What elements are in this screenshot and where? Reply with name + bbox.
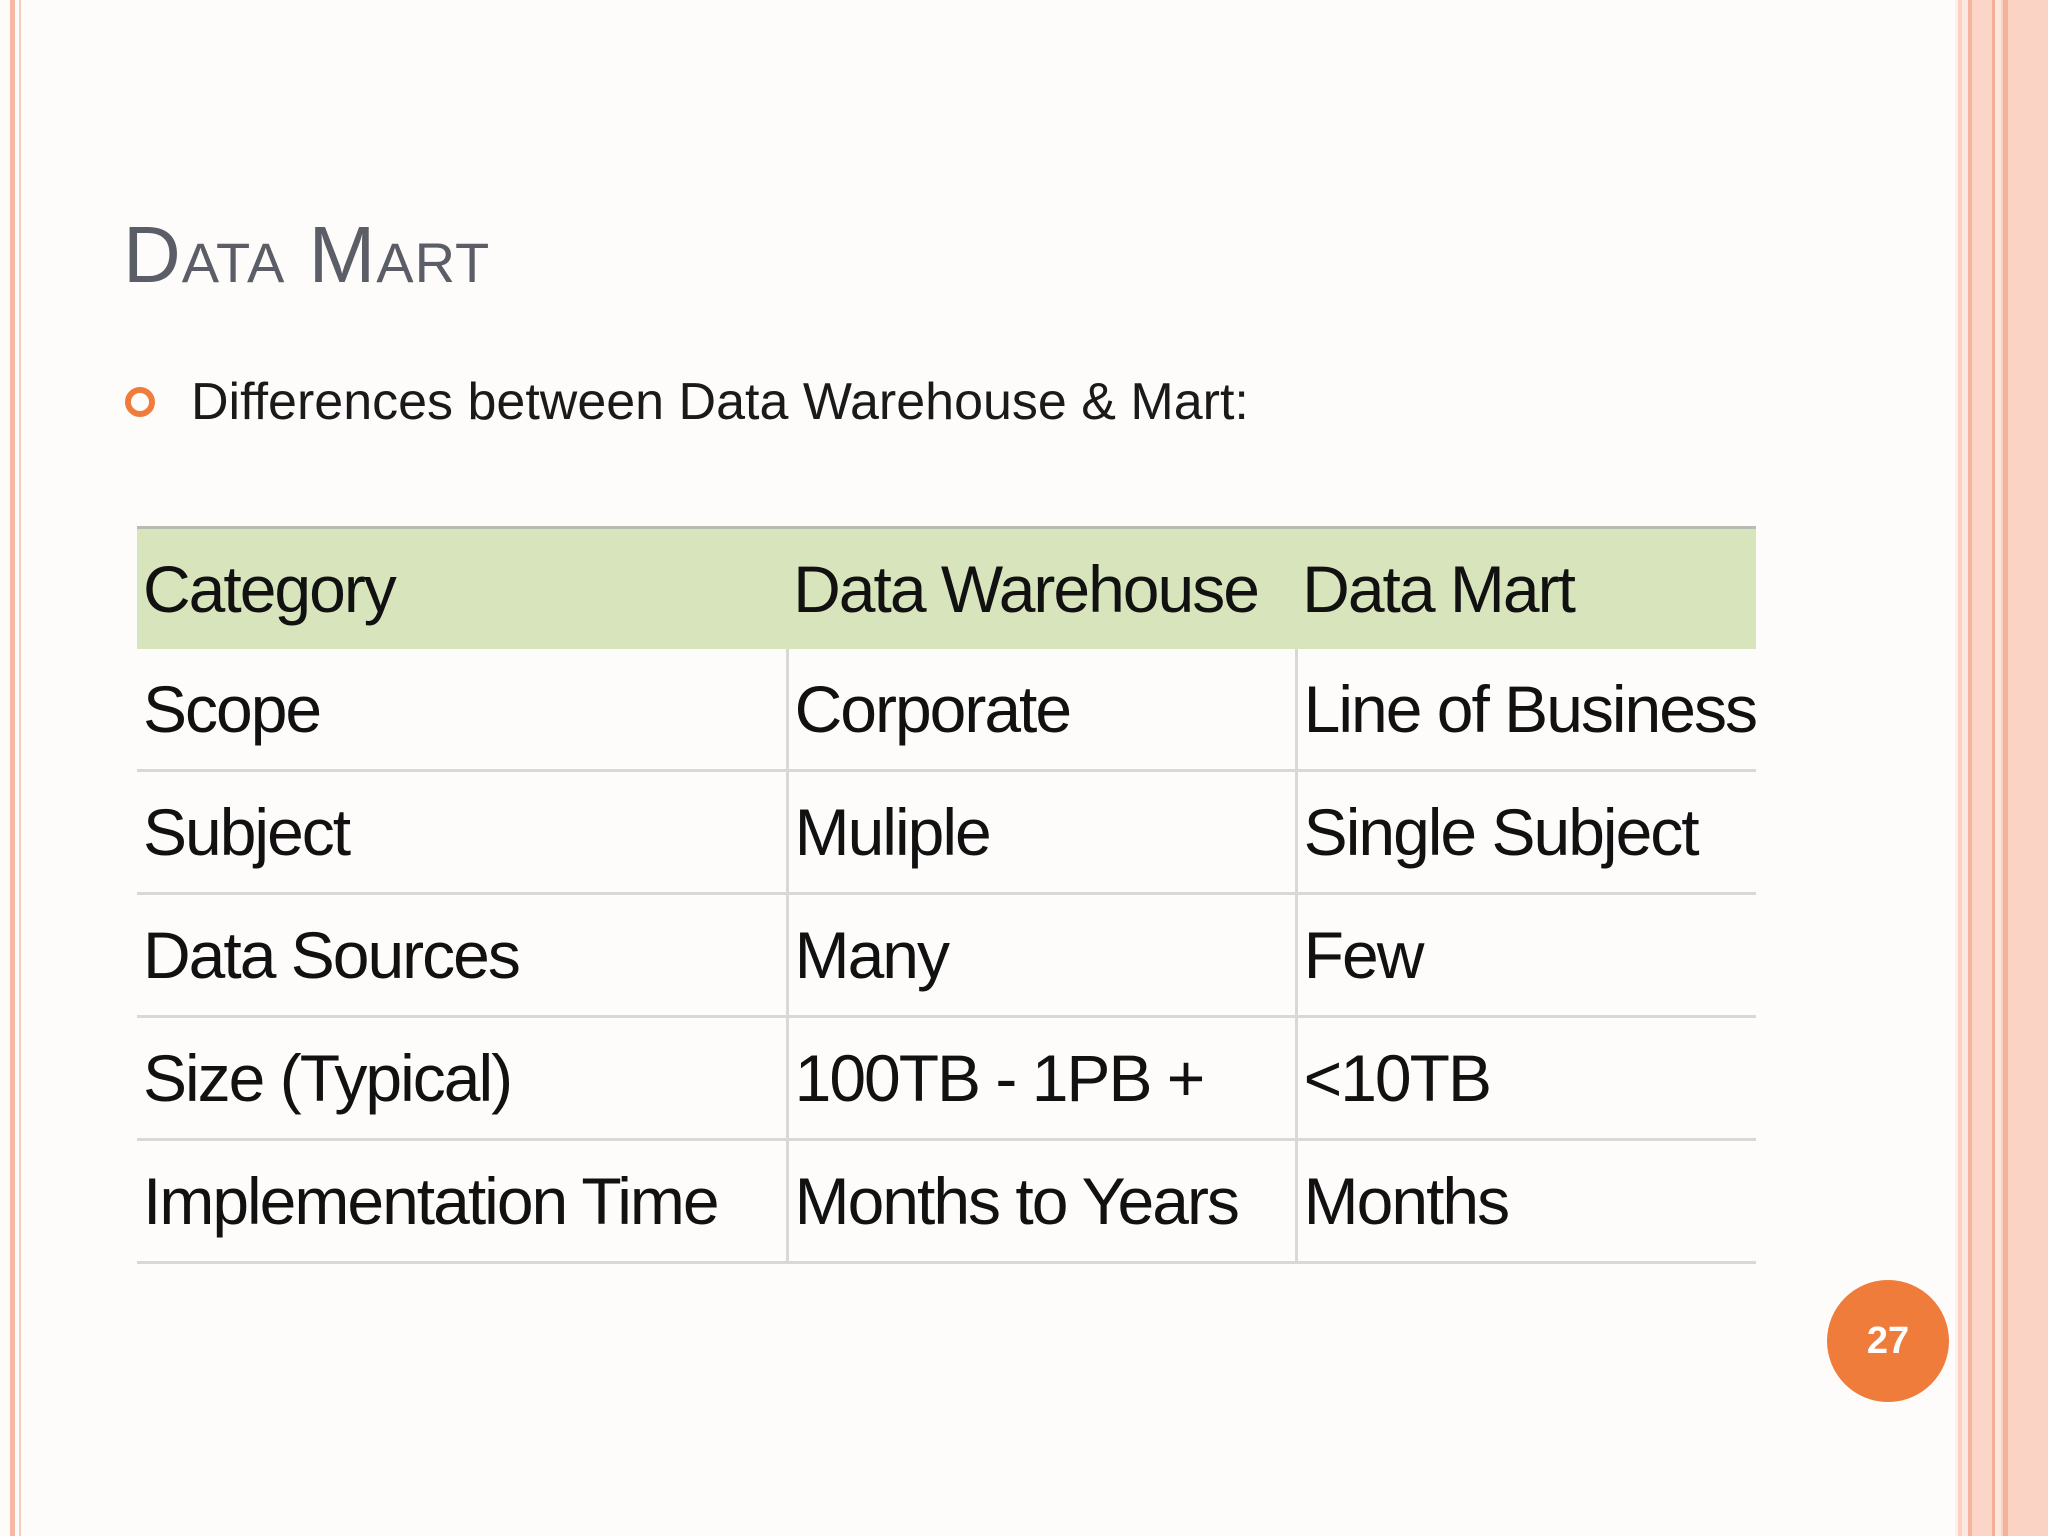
row-warehouse-cell: 100TB - 1PB +	[785, 1016, 1297, 1141]
table-row: Size (Typical) 100TB - 1PB + <10TB	[137, 1016, 1756, 1141]
row-warehouse-cell: Months to Years	[785, 1139, 1297, 1264]
row-category-cell: Implementation Time	[137, 1139, 788, 1264]
row-category-cell: Data Sources	[137, 893, 788, 1018]
row-mart-cell: <10TB	[1294, 1016, 1756, 1141]
bullet-text: Differences between Data Warehouse & Mar…	[191, 373, 1249, 431]
row-mart-cell: Single Subject	[1294, 770, 1756, 895]
row-mart-cell: Months	[1294, 1139, 1756, 1264]
row-category-cell: Scope	[137, 649, 788, 772]
right-decorative-band	[1955, 0, 2048, 1536]
row-category-cell: Subject	[137, 770, 788, 895]
header-category: Category	[143, 552, 397, 626]
header-data-mart: Data Mart	[1302, 552, 1576, 626]
page-number-badge: 27	[1827, 1280, 1949, 1402]
table-row: Subject Muliple Single Subject	[137, 770, 1756, 895]
table-row: Data Sources Many Few	[137, 893, 1756, 1018]
row-mart-cell: Few	[1294, 893, 1756, 1018]
table-row: Scope Corporate Line of Business	[137, 649, 1758, 772]
row-warehouse-cell: Many	[785, 893, 1297, 1018]
header-data-warehouse: Data Warehouse	[793, 552, 1260, 626]
row-category-cell: Size (Typical)	[137, 1016, 788, 1141]
row-warehouse-cell: Corporate	[785, 649, 1297, 772]
slide-title: Data Mart	[123, 210, 491, 299]
left-border-line-thin	[19, 0, 21, 1536]
hollow-circle-bullet-icon	[125, 387, 155, 417]
table-header-row: Category Data Warehouse Data Mart	[137, 527, 1756, 649]
comparison-table: Category Data Warehouse Data Mart Scope …	[137, 526, 1758, 1264]
row-warehouse-cell: Muliple	[785, 770, 1297, 895]
bullet-point: Differences between Data Warehouse & Mar…	[125, 372, 1249, 432]
table-row: Implementation Time Months to Years Mont…	[137, 1139, 1756, 1264]
row-mart-cell: Line of Business	[1294, 649, 1758, 772]
left-border-line	[10, 0, 15, 1536]
